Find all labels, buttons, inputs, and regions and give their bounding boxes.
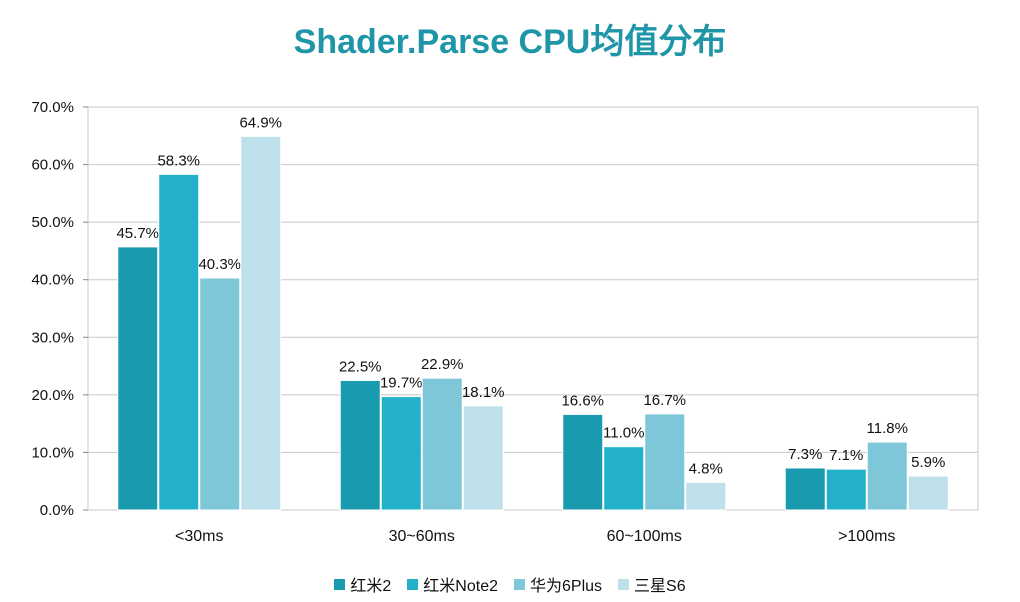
- data-label: 18.1%: [462, 384, 505, 401]
- legend-item: 红米2: [334, 572, 391, 596]
- data-label: 58.3%: [157, 152, 200, 169]
- legend-item: 红米Note2: [407, 572, 498, 596]
- legend-label: 三星S6: [634, 578, 686, 595]
- bar: [117, 246, 159, 511]
- chart-legend: 红米2 红米Note2 华为6Plus 三星S6: [0, 572, 1020, 596]
- bar: [421, 377, 463, 511]
- bar: [603, 446, 645, 511]
- data-label: 16.6%: [561, 392, 604, 409]
- data-label: 45.7%: [116, 225, 159, 242]
- legend-swatch: [618, 578, 630, 590]
- y-tick-label: 30.0%: [31, 329, 74, 346]
- chart-title: Shader.Parse CPU均值分布: [293, 23, 727, 61]
- data-label: 22.9%: [421, 356, 464, 373]
- bar: [380, 396, 422, 511]
- legend-swatch: [334, 578, 346, 590]
- bar: [825, 468, 867, 511]
- bar: [562, 413, 604, 511]
- legend-swatch: [407, 578, 419, 590]
- data-label: 64.9%: [239, 114, 282, 131]
- bar: [784, 467, 826, 511]
- bar: [339, 379, 381, 511]
- y-tick-label: 0.0%: [40, 502, 74, 519]
- data-label: 22.5%: [339, 358, 382, 375]
- y-tick-label: 10.0%: [31, 444, 74, 461]
- x-tick-label: >100ms: [838, 528, 895, 545]
- bar: [199, 277, 241, 511]
- data-label: 4.8%: [689, 460, 723, 477]
- data-label: 7.3%: [788, 446, 822, 463]
- x-tick-label: 60~100ms: [607, 528, 682, 545]
- x-tick-label: <30ms: [175, 528, 223, 545]
- data-label: 5.9%: [911, 454, 945, 471]
- x-tick-label: 30~60ms: [389, 528, 455, 545]
- data-label: 11.8%: [867, 420, 908, 437]
- data-label: 19.7%: [380, 375, 423, 392]
- bar: [644, 413, 686, 511]
- bar: [240, 135, 282, 511]
- legend-label: 红米Note2: [423, 578, 498, 595]
- legend-item: 三星S6: [618, 572, 686, 596]
- data-label: 40.3%: [198, 256, 241, 273]
- data-label: 11.0%: [603, 425, 644, 442]
- y-tick-label: 70.0%: [31, 99, 74, 116]
- y-tick-label: 50.0%: [31, 214, 74, 231]
- bar: [685, 481, 727, 511]
- y-tick-label: 20.0%: [31, 387, 74, 404]
- y-tick-label: 60.0%: [31, 157, 74, 174]
- bar: [158, 173, 200, 511]
- data-label: 7.1%: [829, 447, 863, 464]
- legend-label: 华为6Plus: [530, 578, 603, 595]
- bar: [462, 405, 504, 511]
- legend-swatch: [514, 578, 525, 590]
- legend-label: 红米2: [350, 578, 392, 595]
- bar: [866, 441, 908, 511]
- bar: [907, 475, 949, 511]
- legend-item: 华为6Plus: [514, 572, 602, 596]
- y-tick-label: 40.0%: [31, 272, 74, 289]
- data-label: 16.7%: [643, 392, 686, 409]
